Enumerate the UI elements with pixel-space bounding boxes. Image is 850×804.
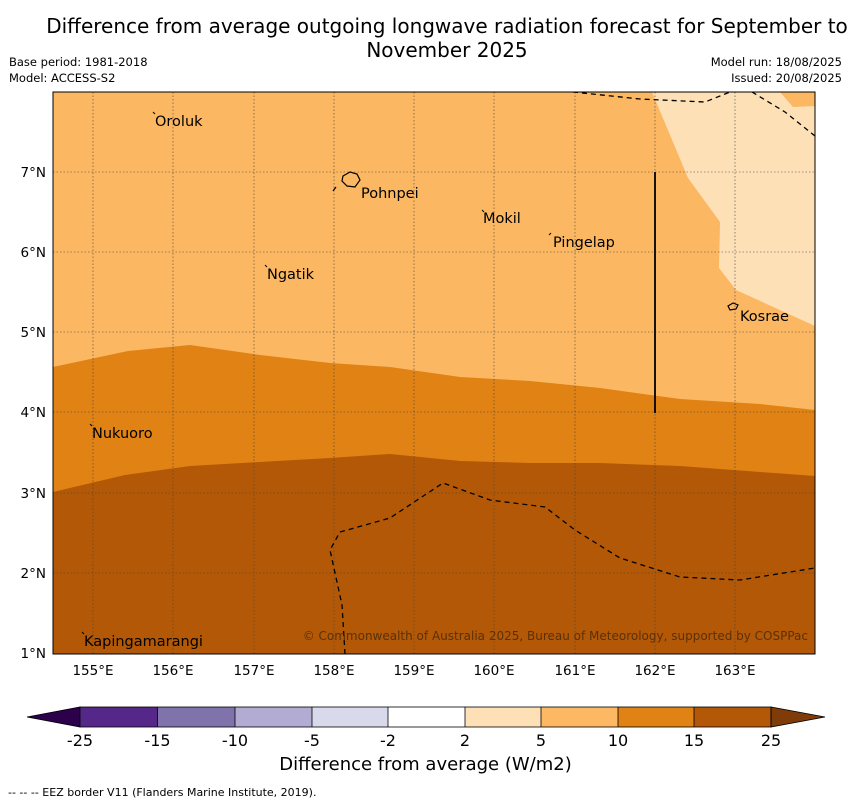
lat-tick-labels: 7°N 6°N 5°N 4°N 3°N 2°N 1°N: [21, 165, 46, 662]
colorbar-tick: 10: [608, 731, 628, 750]
colorbar-segment: [235, 707, 312, 727]
meta-right: Model run: 18/08/2025 Issued: 20/08/2025: [711, 54, 842, 86]
colorbar-tick: -5: [304, 731, 320, 750]
chart-title: Difference from average outgoing longwav…: [46, 14, 848, 62]
model-run: Model run: 18/08/2025: [710, 55, 842, 69]
eez-borders: [329, 92, 815, 654]
lon-tick: 161°E: [554, 663, 595, 679]
place-oroluk: Oroluk: [155, 114, 203, 130]
lat-tick: 7°N: [21, 165, 46, 181]
lon-tick: 158°E: [313, 663, 354, 679]
band-2-5: [652, 92, 815, 326]
lon-tick-labels: 155°E 156°E 157°E 158°E 159°E 160°E 161°…: [72, 663, 755, 679]
grid-lines: [53, 92, 815, 654]
lon-tick: 163°E: [714, 663, 755, 679]
colorbar-segment: [465, 707, 541, 727]
place-labels: Oroluk Pohnpei Mokil Pingelap Ngatik Kos…: [84, 114, 789, 650]
copyright-notice: © Commonwealth of Australia 2025, Bureau…: [303, 629, 808, 643]
colorbar-segment: [618, 707, 694, 727]
colorbar-tick: -15: [144, 731, 170, 750]
lon-tick: 162°E: [634, 663, 675, 679]
eez-note: -- -- -- EEZ border V11 (Flanders Marine…: [8, 786, 317, 799]
map-frame: [52, 91, 816, 655]
pohnpei-dash: [332, 186, 337, 192]
meta-left: Base period: 1981-2018 Model: ACCESS-S2: [9, 54, 148, 86]
atoll-markers: [81, 111, 552, 635]
place-kosrae: Kosrae: [740, 309, 789, 325]
lon-tick: 157°E: [233, 663, 274, 679]
colorbar-tick: 15: [684, 731, 704, 750]
map-area: Oroluk Pohnpei Mokil Pingelap Ngatik Kos…: [53, 92, 815, 654]
colorbar-tick: 25: [761, 731, 781, 750]
lat-tick: 6°N: [21, 245, 46, 261]
colorbar-segment: [312, 707, 388, 727]
place-kapingamarangi: Kapingamarangi: [84, 634, 203, 650]
pohnpei-island: [341, 171, 361, 188]
colorbar-tick: -25: [67, 731, 93, 750]
lat-tick: 2°N: [21, 566, 46, 582]
colorbar-segment: [541, 707, 618, 727]
lat-tick: 4°N: [21, 405, 46, 421]
colorbar-segment: [694, 707, 771, 727]
lat-tick: 3°N: [21, 486, 46, 502]
colorbar-frame: [79, 706, 772, 728]
band-5-10-ne: [780, 92, 815, 107]
colorbar-dividers: [157, 707, 695, 727]
colorbar-title: Difference from average (W/m2): [279, 754, 572, 775]
lat-tick: 5°N: [21, 325, 46, 341]
colorbar-tick: 5: [536, 731, 546, 750]
lon-tick: 156°E: [152, 663, 193, 679]
base-period: Base period: 1981-2018: [9, 55, 148, 69]
place-pingelap: Pingelap: [553, 235, 615, 251]
colorbar-segment: [388, 707, 465, 727]
lon-tick: 159°E: [393, 663, 434, 679]
band-15-25: [53, 454, 815, 654]
issued-date: Issued: 20/08/2025: [731, 71, 842, 85]
lat-tick: 1°N: [21, 646, 46, 662]
model-name: Model: ACCESS-S2: [9, 71, 116, 85]
colorbar-tick: 2: [460, 731, 470, 750]
place-ngatik: Ngatik: [267, 267, 315, 283]
lon-tick: 160°E: [473, 663, 514, 679]
colorbar-tick: -10: [222, 731, 248, 750]
kosrae-island: [727, 302, 739, 311]
colorbar-extend-high: [770, 706, 826, 728]
colorbar-extend-low: [26, 706, 81, 728]
colorbar-tick: -2: [380, 731, 396, 750]
colorbar: -25 -15 -10 -5 -2 2 5 10 15 25: [26, 706, 826, 750]
place-pohnpei: Pohnpei: [361, 186, 419, 202]
lon-tick: 155°E: [72, 663, 113, 679]
colorbar-segment: [157, 707, 235, 727]
place-mokil: Mokil: [483, 211, 521, 227]
place-nukuoro: Nukuoro: [92, 426, 153, 442]
colorbar-segment: [80, 707, 158, 727]
